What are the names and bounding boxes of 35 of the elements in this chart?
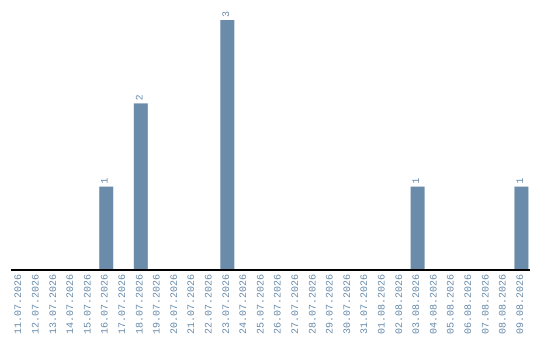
x-tick-label: 15.07.2026 — [83, 274, 94, 334]
x-tick-label: 05.08.2026 — [446, 274, 458, 334]
x-tick-label: 25.07.2026 — [256, 274, 268, 334]
x-tick-label: 30.07.2026 — [342, 274, 354, 334]
x-tick-label: 28.07.2026 — [308, 274, 320, 334]
x-tick-label: 16.07.2026 — [100, 274, 112, 334]
x-tick-label: 27.07.2026 — [290, 274, 302, 334]
x-tick-label: 20.07.2026 — [170, 274, 181, 334]
data-label: 3 — [222, 10, 233, 17]
x-tick-label: 19.07.2026 — [152, 274, 164, 334]
data-label: 2 — [135, 94, 146, 100]
x-tick-label: 22.07.2026 — [204, 274, 216, 334]
x-tick-label: 03.08.2026 — [412, 274, 424, 334]
x-tick-label: 14.07.2026 — [66, 274, 78, 334]
x-tick-label: 31.07.2026 — [360, 274, 372, 334]
x-tick-label: 17.07.2026 — [118, 274, 129, 334]
x-tick-label: 24.07.2026 — [239, 274, 250, 334]
x-tick-label: 26.07.2026 — [274, 274, 285, 334]
x-tick-label: 12.07.2026 — [31, 274, 42, 334]
x-tick-label: 07.08.2026 — [481, 274, 492, 334]
x-tick-label: 09.08.2026 — [516, 274, 527, 334]
x-tick-label: 08.08.2026 — [498, 274, 510, 334]
x-tick-label: 01.08.2026 — [377, 274, 388, 334]
x-tick-label: 04.08.2026 — [429, 274, 440, 334]
data-label: 1 — [412, 178, 424, 184]
x-tick-label: 21.07.2026 — [187, 274, 198, 334]
x-tick-label: 29.07.2026 — [326, 274, 337, 334]
x-tick-label: 02.08.2026 — [394, 274, 406, 334]
x-tick-label: 13.07.2026 — [48, 274, 60, 334]
x-tick-label: 06.08.2026 — [464, 274, 475, 334]
x-tick-label: 11.07.2026 — [14, 274, 26, 334]
data-label: 1 — [516, 178, 527, 184]
x-tick-label: 23.07.2026 — [222, 274, 233, 334]
data-label: 1 — [100, 178, 112, 184]
x-tick-label: 18.07.2026 — [135, 274, 146, 334]
